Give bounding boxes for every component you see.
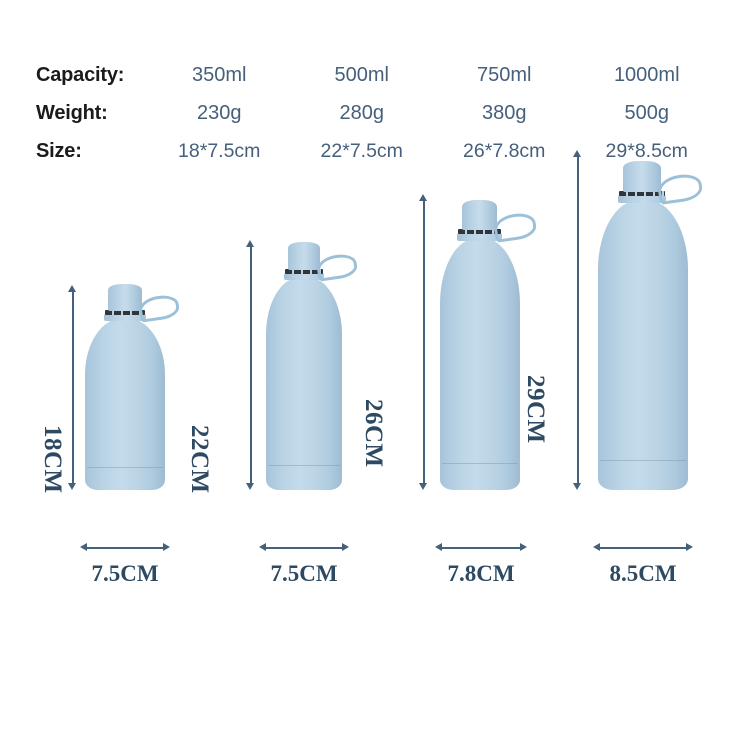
bottle-collar — [618, 195, 666, 203]
dimension-line — [250, 245, 252, 485]
bottle-base-seam — [267, 465, 341, 466]
height-dimension-arrow-500ml — [244, 240, 258, 490]
bottle-body — [598, 200, 688, 490]
arrowhead-up-icon — [573, 150, 582, 157]
bottle-cap — [288, 242, 320, 270]
arrowhead-down-icon — [246, 483, 255, 490]
bottle-carry-strap — [492, 211, 538, 243]
spec-label-capacity: Capacity: — [36, 64, 125, 86]
arrowhead-right-icon — [163, 543, 170, 552]
spec-label-size: Size: — [36, 140, 82, 162]
height-label-350ml: 18CM — [39, 425, 66, 494]
bottle-cap-ring — [458, 229, 501, 234]
bottle-cap-ring — [285, 269, 323, 274]
spec-value-weight-4: 500g — [624, 102, 670, 124]
bottle-cap-ring — [105, 310, 145, 315]
width-label-350ml: 7.5CM — [91, 561, 159, 586]
spec-values-weight: 230g 280g 380g 500g — [148, 102, 718, 125]
bottle-collar — [104, 314, 146, 321]
dimension-line — [577, 155, 579, 485]
arrowhead-right-icon — [342, 543, 349, 552]
spec-row-weight: Weight: 230g 280g 380g 500g — [36, 102, 718, 140]
spec-value-size-2: 22*7.5cm — [320, 140, 403, 162]
spec-value-capacity-3: 750ml — [477, 64, 532, 86]
spec-row-capacity: Capacity: 350ml 500ml 750ml 1000ml — [36, 64, 718, 102]
dimension-line — [264, 547, 344, 549]
bottle-base-seam — [599, 460, 687, 461]
spec-value-size-3: 26*7.8cm — [463, 140, 546, 162]
arrowhead-right-icon — [686, 543, 693, 552]
arrowhead-up-icon — [68, 285, 77, 292]
arrowhead-up-icon — [419, 194, 428, 201]
bottle-collar — [284, 273, 324, 280]
bottle-group-750ml: 26CM 7.8CM — [360, 194, 571, 675]
bottle-carry-strap — [656, 172, 704, 205]
bottle-750ml — [437, 194, 538, 490]
bottle-body — [440, 238, 520, 490]
bottle-body — [85, 318, 165, 490]
width-dimension-arrow-350ml — [80, 541, 170, 555]
bottle-group-1000ml: 29CM 8.5CM — [522, 150, 750, 675]
height-dimension-arrow-750ml — [417, 194, 431, 490]
arrowhead-down-icon — [419, 483, 428, 490]
width-label-500ml: 7.5CM — [270, 561, 338, 586]
spec-value-weight-1: 230g — [197, 102, 242, 124]
arrowhead-left-icon — [593, 543, 600, 552]
height-label-1000ml: 29CM — [522, 375, 549, 444]
bottle-carry-strap — [315, 252, 359, 282]
arrowhead-right-icon — [520, 543, 527, 552]
spec-value-capacity-1: 350ml — [192, 64, 247, 86]
arrowhead-left-icon — [80, 543, 87, 552]
spec-value-size-4: 29*8.5cm — [605, 140, 688, 162]
arrowhead-down-icon — [573, 483, 582, 490]
dimension-line — [598, 547, 688, 549]
bottle-cap — [108, 284, 142, 311]
dimension-line — [72, 290, 74, 485]
bottle-collar — [457, 233, 502, 241]
bottle-cap-ring — [619, 191, 665, 196]
bottle-cap — [462, 200, 497, 230]
width-label-1000ml: 8.5CM — [609, 561, 677, 586]
arrowhead-down-icon — [68, 483, 77, 490]
dimension-line — [423, 199, 425, 485]
spec-values-capacity: 350ml 500ml 750ml 1000ml — [148, 64, 718, 87]
arrowhead-left-icon — [435, 543, 442, 552]
spec-value-capacity-4: 1000ml — [613, 64, 680, 86]
height-label-750ml: 26CM — [360, 399, 387, 468]
bottle-group-500ml: 22CM 7.5CM — [186, 205, 390, 675]
height-dimension-arrow-350ml — [66, 285, 80, 490]
bottle-cap — [623, 161, 661, 192]
width-dimension-arrow-1000ml — [593, 541, 693, 555]
bottle-carry-strap — [137, 293, 181, 323]
spec-row-size: Size: 18*7.5cm 22*7.5cm 26*7.8cm 29*8.5c… — [36, 140, 718, 178]
arrowhead-left-icon — [259, 543, 266, 552]
dimension-line — [85, 547, 165, 549]
spec-values-size: 18*7.5cm 22*7.5cm 26*7.8cm 29*8.5cm — [148, 140, 718, 163]
bottle-comparison-illustration: 18CM 7.5CM 22CM — [0, 150, 750, 675]
bottle-350ml — [85, 284, 181, 490]
width-dimension-arrow-500ml — [259, 541, 349, 555]
width-label-750ml: 7.8CM — [447, 561, 515, 586]
width-dimension-arrow-750ml — [435, 541, 527, 555]
bottle-1000ml — [594, 150, 704, 490]
height-dimension-arrow-1000ml — [571, 150, 585, 490]
bottle-500ml — [263, 240, 359, 490]
spec-value-weight-3: 380g — [482, 102, 527, 124]
bottle-base-seam — [441, 463, 519, 464]
spec-table: Capacity: 350ml 500ml 750ml 1000ml Weigh… — [36, 64, 718, 178]
spec-value-size-1: 18*7.5cm — [178, 140, 261, 162]
bottle-base-seam — [86, 467, 164, 468]
spec-value-weight-2: 280g — [339, 102, 385, 124]
arrowhead-up-icon — [246, 240, 255, 247]
bottle-group-350ml: 18CM 7.5CM — [39, 205, 210, 675]
bottle-body — [266, 277, 342, 490]
height-label-500ml: 22CM — [186, 425, 213, 494]
dimension-line — [440, 547, 522, 549]
spec-label-weight: Weight: — [36, 102, 108, 124]
spec-value-capacity-2: 500ml — [334, 64, 389, 86]
